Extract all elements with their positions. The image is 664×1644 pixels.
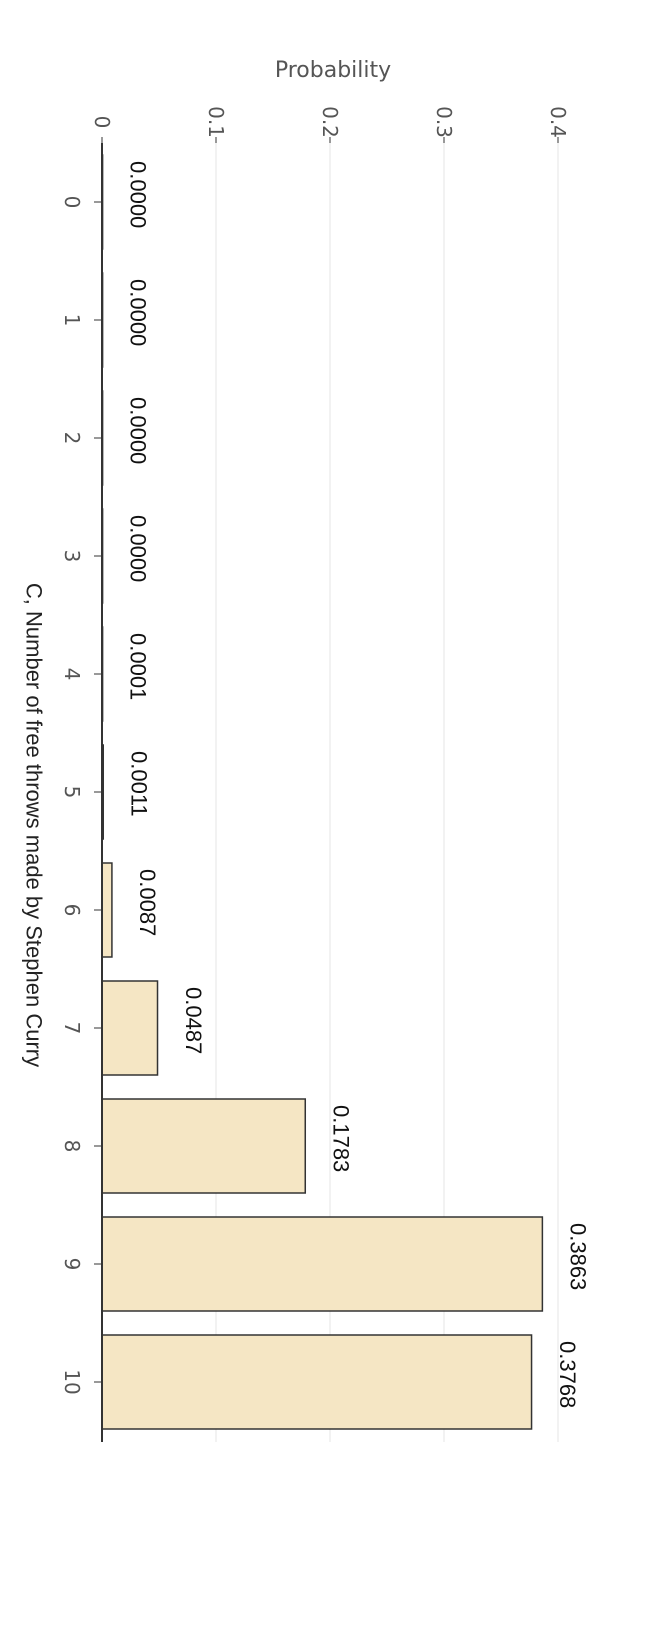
data-label: 0.0487: [181, 987, 206, 1054]
y-tick-label: 0.1: [204, 106, 228, 138]
value-labels: 0.0000 0.0000 0.0000 0.0000 0.0001 0.0011 0.00…: [125, 161, 590, 1408]
x-tick-label: 9: [60, 1258, 84, 1271]
bar: [101, 862, 113, 958]
data-label: 0.0000: [125, 161, 150, 228]
bar: [101, 1216, 544, 1312]
data-label: 0.0087: [135, 869, 160, 936]
x-axis-label: C, Number of free throws made by Stephen…: [21, 583, 46, 1067]
x-tick-label: 4: [60, 668, 84, 681]
x-tick-label: 5: [60, 786, 84, 799]
x-tick-label: 8: [60, 1140, 84, 1153]
y-tick-label: 0: [90, 116, 114, 129]
bar: [101, 980, 159, 1076]
x-tick-label: 10: [60, 1369, 84, 1394]
bars: [101, 154, 544, 1430]
bar: [101, 1098, 307, 1194]
x-tick-label: 2: [60, 432, 84, 445]
data-label: 0.0001: [125, 633, 150, 700]
y-axis-label: Probability: [275, 58, 391, 83]
x-tick-label: 6: [60, 904, 84, 917]
data-label: 0.0011: [127, 751, 152, 817]
x-tick-label: 3: [60, 550, 84, 563]
data-label: 0.0000: [125, 515, 150, 582]
data-label: 0.3863: [566, 1223, 591, 1290]
x-tick-label: 7: [60, 1022, 84, 1035]
data-label: 0.1783: [329, 1105, 354, 1172]
y-tick-label: 0.4: [546, 106, 570, 138]
bar: [101, 1334, 533, 1430]
data-label: 0.0000: [125, 397, 150, 464]
y-tick-label: 0.2: [318, 106, 342, 138]
x-tick-label: 0: [60, 196, 84, 209]
axes: 0 0.1 0.2 0.3 0.4 0 1 2 3 4 5 6 7 8 9 10: [60, 106, 570, 1442]
data-label: 0.3768: [555, 1341, 580, 1408]
data-label: 0.0000: [125, 279, 150, 346]
x-tick-label: 1: [60, 314, 84, 327]
y-tick-label: 0.3: [432, 106, 456, 138]
